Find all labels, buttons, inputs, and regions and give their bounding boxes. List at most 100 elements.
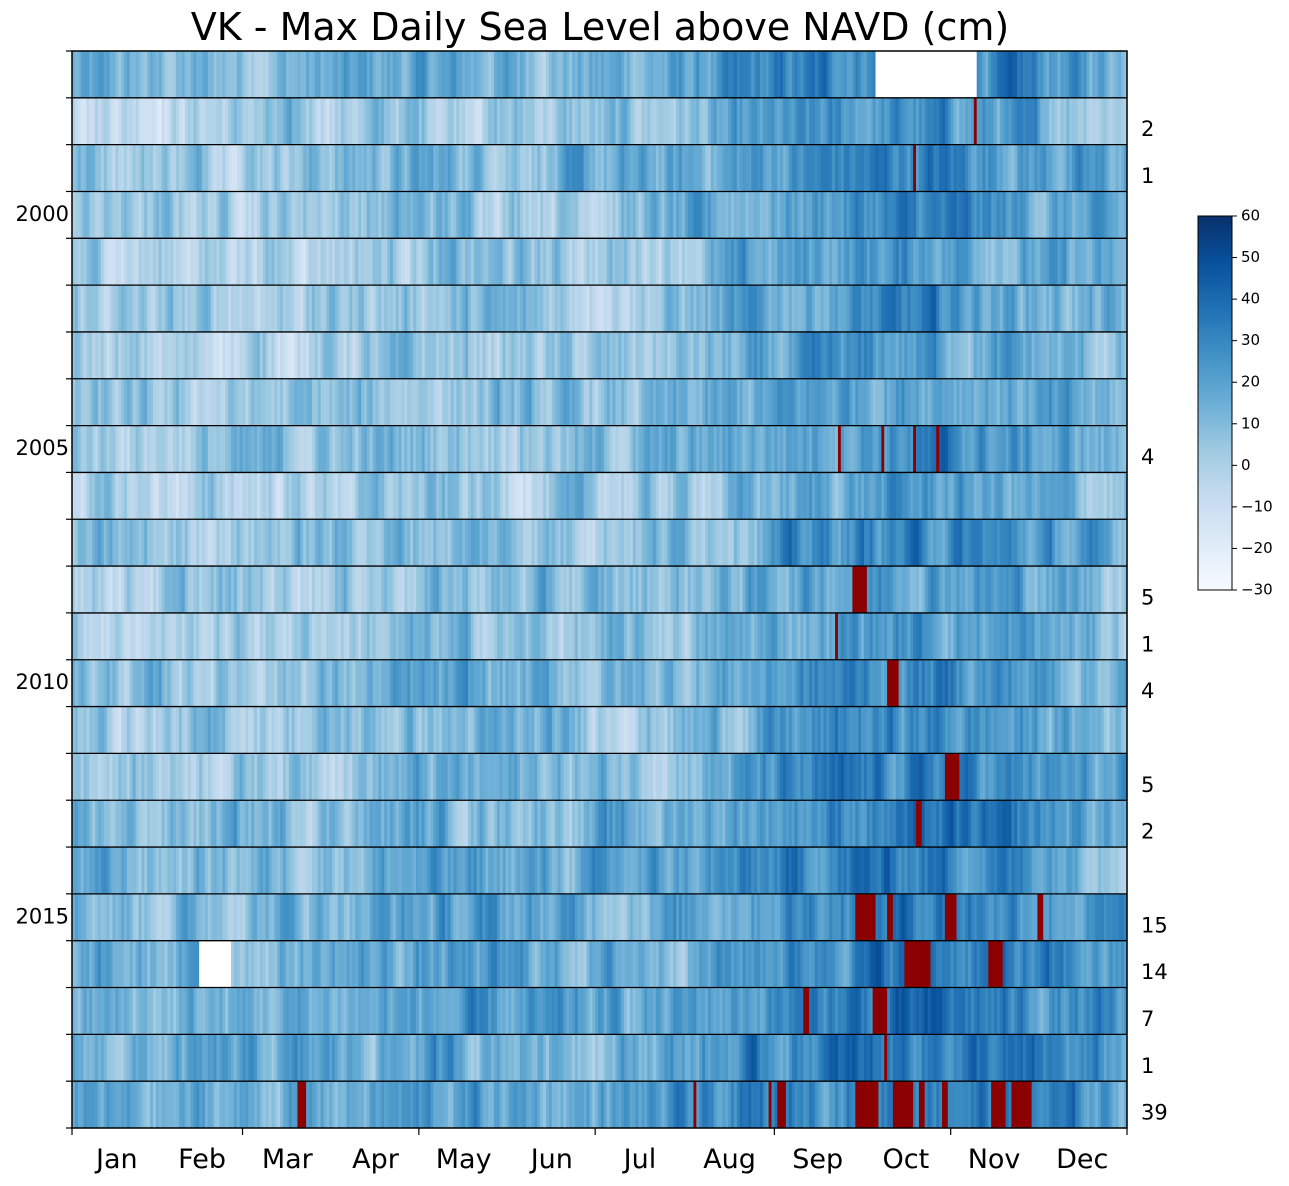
day-cell: [228, 285, 232, 332]
day-cell: [413, 566, 417, 613]
day-cell: [609, 659, 614, 707]
day-cell: [889, 144, 894, 192]
day-cell: [1074, 425, 1079, 473]
day-cell: [407, 97, 411, 145]
day-cell: [1109, 191, 1114, 239]
day-cell: [996, 331, 1001, 379]
day-cell: [485, 612, 489, 660]
day-cell: [942, 612, 946, 660]
day-cell: [92, 51, 96, 98]
day-cell: [800, 331, 804, 379]
day-cell: [170, 51, 174, 98]
day-cell: [878, 51, 882, 98]
day-cell: [413, 331, 417, 379]
day-cell: [525, 378, 530, 426]
day-cell: [496, 519, 501, 567]
day-cell: [228, 144, 232, 192]
day-cell: [589, 378, 593, 426]
day-cell: [450, 238, 455, 286]
day-cell: [829, 191, 833, 239]
day-cell: [554, 191, 559, 239]
day-cell: [121, 51, 125, 98]
day-cell: [424, 97, 429, 145]
day-cell: [800, 238, 804, 286]
day-cell: [155, 144, 160, 192]
day-cell: [1080, 612, 1085, 660]
day-cell: [433, 238, 437, 286]
day-cell: [586, 51, 590, 98]
day-cell: [537, 519, 541, 567]
day-cell: [933, 331, 937, 379]
day-cell: [274, 331, 278, 379]
day-cell: [531, 331, 536, 379]
day-cell: [517, 331, 521, 379]
day-cell: [751, 472, 755, 520]
day-cell: [1028, 51, 1033, 98]
day-cell: [626, 659, 631, 707]
day-cell: [1106, 238, 1111, 286]
day-cell: [881, 331, 885, 379]
day-cell: [676, 285, 680, 332]
day-cell: [147, 519, 151, 567]
day-cell: [1014, 425, 1018, 473]
day-cell: [598, 97, 602, 145]
day-cell: [621, 331, 625, 379]
day-cell: [835, 519, 839, 567]
day-cell: [554, 566, 559, 613]
day-cell: [491, 612, 495, 660]
day-cell: [771, 472, 775, 520]
day-cell: [297, 519, 301, 567]
day-cell: [837, 51, 842, 98]
day-cell: [453, 285, 458, 332]
day-cell: [126, 285, 131, 332]
day-cell: [944, 191, 949, 239]
day-cell: [329, 51, 333, 98]
day-cell: [144, 285, 148, 332]
day-cell: [1066, 191, 1070, 239]
day-cell: [1034, 612, 1038, 660]
day-cell: [112, 425, 116, 473]
day-cell: [785, 331, 790, 379]
day-cell: [936, 238, 940, 286]
day-cell: [861, 378, 865, 426]
day-cell: [415, 331, 420, 379]
day-cell: [199, 97, 203, 145]
day-cell: [323, 472, 327, 520]
day-cell: [184, 331, 189, 379]
day-cell: [447, 285, 452, 332]
day-cell: [673, 472, 677, 520]
day-cell: [228, 331, 232, 379]
day-cell: [875, 285, 880, 332]
day-cell: [181, 566, 186, 613]
day-cell: [644, 238, 648, 286]
day-cell: [600, 425, 605, 473]
day-cell: [950, 425, 955, 473]
day-cell: [866, 519, 871, 567]
day-cell: [248, 191, 252, 239]
day-cell: [514, 612, 518, 660]
day-cell: [826, 191, 830, 239]
day-cell: [748, 378, 752, 426]
day-cell: [1066, 566, 1070, 613]
day-cell: [910, 51, 914, 98]
day-cell: [106, 378, 111, 426]
day-cell: [557, 659, 562, 707]
day-cell: [222, 425, 226, 473]
day-cell: [196, 519, 200, 567]
day-cell: [135, 472, 140, 520]
day-cell: [505, 612, 510, 660]
day-cell: [413, 519, 417, 567]
day-cell: [456, 51, 460, 98]
day-cell: [355, 425, 359, 473]
day-cell: [959, 612, 963, 660]
day-cell: [170, 191, 174, 239]
day-cell: [887, 612, 891, 660]
day-cell: [467, 191, 472, 239]
day-cell: [976, 238, 981, 286]
day-cell: [924, 612, 929, 660]
day-cell: [609, 191, 614, 239]
day-cell: [274, 285, 278, 332]
day-cell: [173, 285, 177, 332]
day-cell: [916, 285, 920, 332]
day-cell: [439, 191, 443, 239]
